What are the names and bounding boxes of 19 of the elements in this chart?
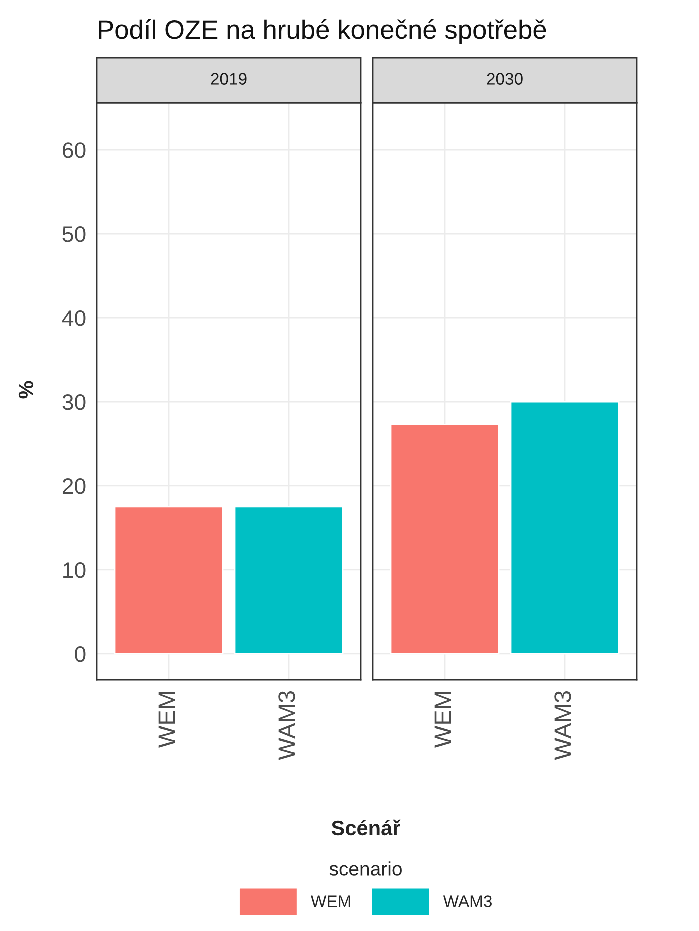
legend-label: WEM — [311, 896, 350, 908]
x-tick-label: WAM3 — [278, 691, 296, 760]
chart-title: Podíl OZE na hrubé konečné spotřebě — [99, 20, 546, 44]
legend-label: WAM3 — [443, 896, 492, 908]
y-tick-label: 30 — [62, 394, 86, 410]
y-tick-label: 0 — [75, 646, 86, 662]
y-tick-label: 10 — [64, 562, 86, 578]
y-tick-label: 50 — [62, 226, 86, 242]
y-tick-label: 60 — [62, 142, 86, 158]
x-tick-label: WAM3 — [554, 691, 572, 760]
chart-subtitle: 2030 — [487, 73, 523, 85]
y-tick-label: 40 — [62, 310, 86, 326]
x-tick-label: WEM — [434, 692, 452, 748]
y-axis-title: % — [18, 381, 34, 399]
y-tick-label: 20 — [62, 478, 86, 494]
x-axis-title: Scénář — [332, 820, 401, 836]
x-tick-label: WEM — [158, 692, 176, 748]
chart-subtitle: 2019 — [211, 73, 247, 85]
legend-title: scenario — [330, 862, 402, 876]
